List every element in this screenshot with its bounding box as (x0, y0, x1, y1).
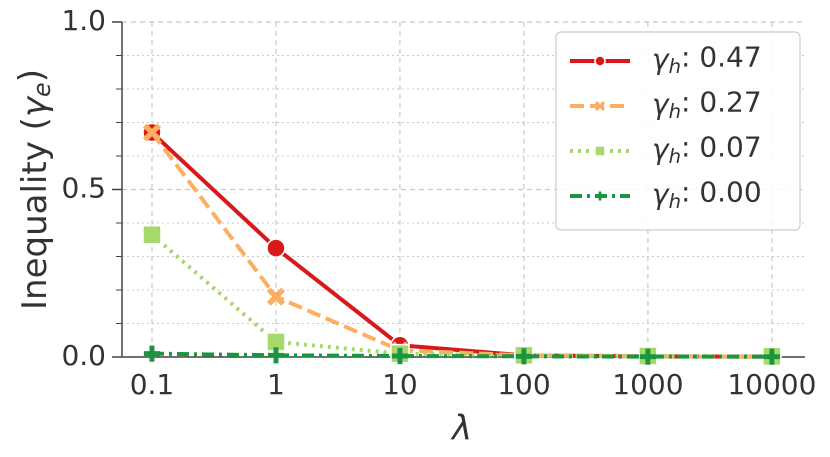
y-tick-label: 1.0 (61, 4, 106, 37)
x-tick-label: 0.1 (130, 368, 175, 401)
series (143, 345, 780, 365)
marker (639, 348, 656, 365)
x-tick-label: 1 (267, 368, 285, 401)
legend-label: γh: 0.27 (652, 85, 762, 122)
marker (142, 224, 162, 245)
y-tick-label: 0.0 (61, 339, 106, 372)
marker (266, 287, 286, 306)
legend-marker (595, 191, 605, 201)
marker (266, 238, 286, 258)
x-tick-label: 10000 (727, 368, 816, 401)
x-tick-label: 100 (497, 368, 550, 401)
marker (142, 123, 162, 142)
y-tick-label: 0.5 (61, 172, 106, 205)
legend-marker (594, 145, 606, 157)
x-axis-label: λ (450, 409, 472, 449)
legend-marker (594, 55, 606, 67)
y-axis-label: Inequality (γe) (11, 69, 55, 310)
marker (763, 348, 780, 365)
legend-box (555, 31, 801, 231)
legend-label: γh: 0.47 (652, 40, 762, 77)
marker (515, 348, 533, 365)
legend-marker (594, 100, 606, 112)
legend-label: γh: 0.07 (652, 130, 762, 167)
line (151, 351, 772, 359)
line (150, 233, 772, 359)
marker (391, 347, 409, 365)
marker (267, 347, 285, 364)
legend-label: γh: 0.00 (652, 175, 762, 212)
x-tick-label: 1000 (612, 368, 683, 401)
line (150, 131, 772, 359)
x-tick-label: 10 (382, 368, 418, 401)
marker (143, 345, 161, 362)
